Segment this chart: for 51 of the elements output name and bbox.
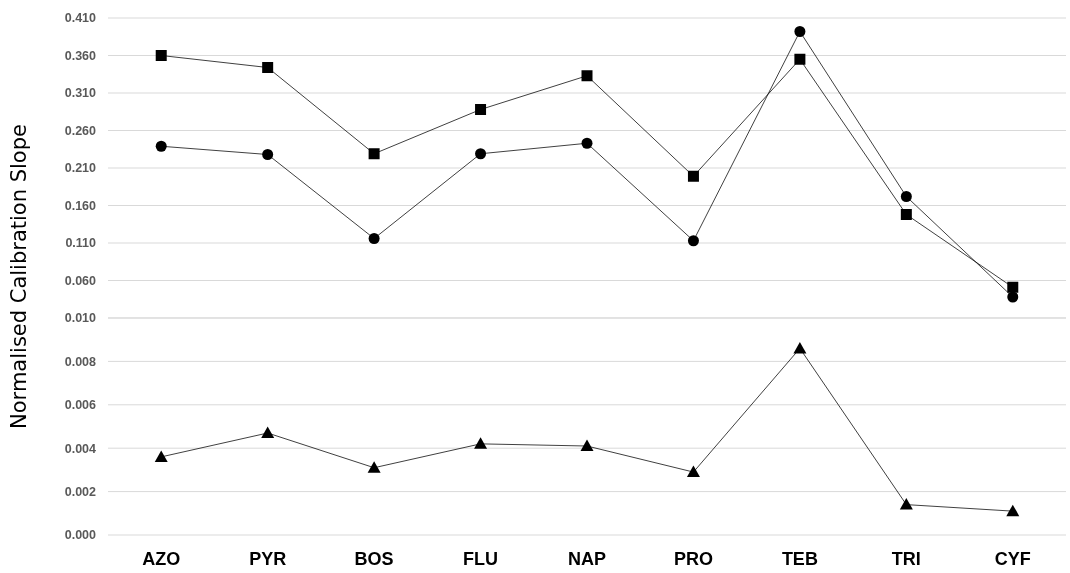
point [368, 148, 380, 160]
x-tick-label: PYR [249, 549, 287, 569]
point [581, 137, 593, 149]
point [474, 437, 488, 449]
point [793, 341, 807, 354]
y-tick-label: 0.008 [64, 354, 97, 369]
point [155, 50, 167, 61]
y-tick-label: 0.410 [64, 11, 97, 26]
y-tick-label: 0.004 [64, 441, 97, 456]
point [262, 62, 274, 73]
point [367, 461, 381, 473]
point [475, 104, 487, 115]
point [900, 191, 912, 202]
y-tick-label: 0.006 [64, 398, 97, 413]
x-tick-label: BOS [354, 549, 394, 569]
point [794, 53, 806, 65]
point [262, 149, 274, 160]
point [687, 170, 699, 182]
point [687, 235, 699, 247]
x-tick-label: CYF [994, 549, 1031, 569]
y-axis-title: Normalised Calibration Slope [7, 124, 31, 429]
point [1006, 504, 1020, 517]
x-tick-label: PRO [673, 549, 713, 569]
point [686, 465, 700, 478]
x-tick-label: FLU [463, 549, 499, 569]
y-tick-label: 0.002 [64, 484, 97, 499]
y-tick-label: 0.360 [64, 48, 97, 63]
point [1007, 291, 1019, 303]
x-tick-label: TEB [781, 549, 818, 569]
point [581, 70, 593, 82]
y-tick-label: 0.160 [64, 198, 97, 213]
point [261, 426, 275, 439]
x-tick-label: NAP [567, 549, 607, 569]
y-tick-label: 0.010 [64, 311, 97, 326]
point [368, 233, 380, 244]
y-tick-label: 0.000 [64, 528, 97, 543]
point [475, 148, 487, 160]
y-tick-label: 0.310 [64, 86, 97, 101]
point [155, 140, 167, 152]
y-tick-label: 0.110 [65, 236, 97, 251]
y-tick-label: 0.260 [64, 123, 97, 138]
point [794, 26, 806, 37]
point [1007, 281, 1019, 293]
x-tick-label: TRI [891, 549, 921, 569]
point [899, 498, 913, 510]
point [154, 450, 168, 462]
y-tick-label: 0.060 [64, 273, 97, 288]
x-tick-label: AZO [142, 549, 181, 569]
y-tick-label: 0.210 [64, 161, 97, 176]
point [900, 209, 912, 220]
point [580, 439, 594, 452]
